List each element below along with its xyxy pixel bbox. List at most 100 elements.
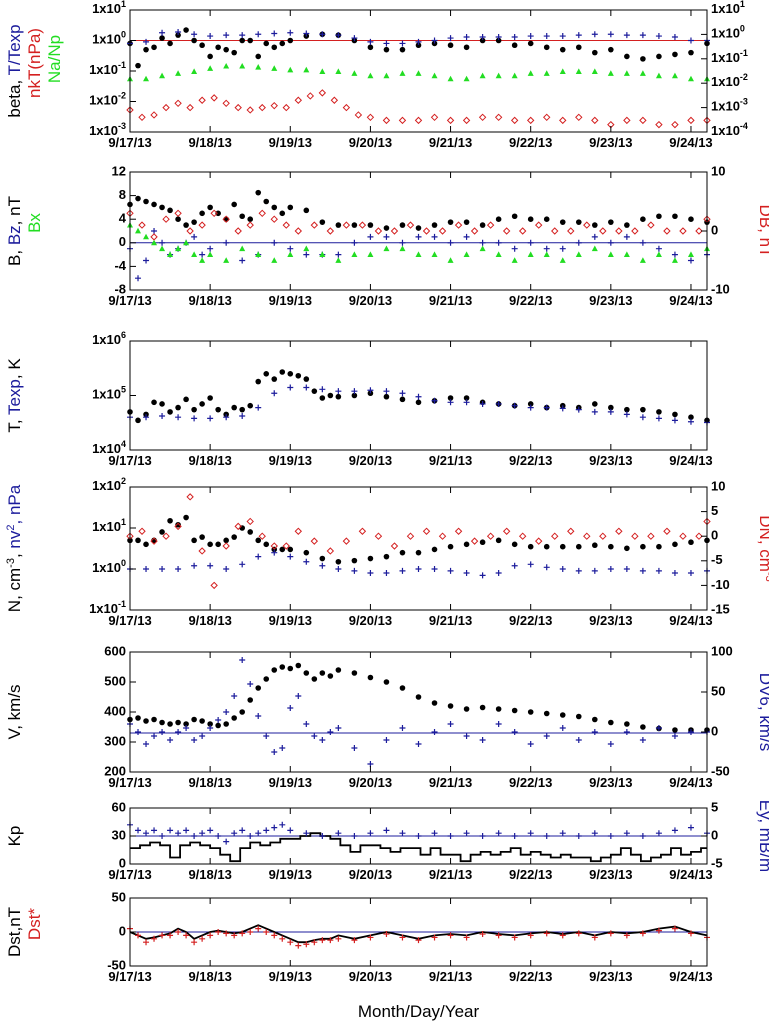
data-point (351, 557, 358, 564)
data-point (183, 27, 189, 33)
data-point (655, 927, 662, 934)
data-point (335, 566, 342, 572)
data-point (415, 694, 422, 700)
y-tick-label: 1x10-1 (89, 599, 126, 616)
data-point (695, 227, 703, 235)
data-point (511, 833, 518, 839)
data-point (263, 371, 270, 377)
data-point (255, 925, 262, 932)
data-point (639, 414, 646, 421)
data-point (415, 38, 422, 45)
data-point (319, 670, 326, 676)
data-point (495, 34, 502, 41)
data-point (527, 216, 534, 222)
x-tick-label: 9/19/13 (269, 135, 312, 150)
data-point (143, 75, 150, 82)
data-point (383, 245, 390, 252)
data-point (215, 44, 221, 51)
data-point (559, 116, 567, 125)
data-point (559, 932, 566, 939)
data-point (207, 827, 214, 834)
data-point (326, 227, 335, 235)
data-point (431, 729, 438, 735)
data-point (367, 569, 374, 576)
data-point (222, 99, 230, 108)
y2-tick-label: 1x10-1 (711, 48, 748, 65)
panel-3: 9/17/13 9/18/13 9/19/13 9/20/13 9/21/13 9/22/… (5, 330, 713, 468)
data-point (383, 679, 390, 685)
data-point (175, 245, 182, 252)
data-point (688, 49, 694, 56)
data-point (583, 221, 591, 229)
data-point (559, 566, 566, 572)
data-point (159, 566, 166, 572)
data-point (247, 833, 254, 839)
data-point (159, 29, 166, 36)
data-point (310, 537, 319, 545)
series-black (127, 369, 710, 424)
data-point (175, 719, 181, 726)
data-point (687, 824, 694, 831)
data-point (222, 542, 230, 550)
data-point (287, 66, 294, 73)
data-point (239, 62, 246, 69)
data-point (639, 257, 646, 263)
data-point (255, 189, 262, 196)
data-point (543, 251, 550, 257)
data-point (247, 216, 254, 222)
data-point (335, 725, 342, 731)
data-point (623, 411, 630, 418)
data-point (135, 227, 142, 234)
data-point (239, 930, 246, 937)
data-point (672, 51, 678, 58)
data-point (543, 404, 550, 411)
data-point (447, 219, 454, 225)
data-point (191, 37, 197, 44)
data-point (207, 932, 214, 939)
data-point (234, 103, 242, 112)
data-point (383, 40, 390, 47)
data-point (282, 221, 290, 229)
data-point (543, 44, 550, 51)
data-point (463, 934, 470, 941)
data-point (479, 572, 486, 579)
y-tick-label: 1x10-1 (89, 60, 126, 77)
plot-frame (129, 486, 708, 611)
data-point (351, 392, 358, 399)
data-point (239, 406, 245, 413)
data-point (311, 676, 318, 682)
data-point (527, 932, 534, 939)
y2-tick-label: 1x10-2 (711, 73, 748, 90)
y2-tick-label: 1x101 (711, 0, 745, 16)
data-point (463, 219, 470, 225)
y-axis-label: Kp (5, 826, 24, 847)
data-point (495, 721, 502, 727)
data-point (167, 517, 173, 524)
data-point (623, 729, 630, 735)
data-point (303, 941, 310, 948)
data-point (623, 932, 630, 939)
data-point (679, 532, 687, 540)
data-point (463, 44, 470, 51)
y2-tick-label: 1x10-4 (711, 121, 748, 138)
data-point (655, 415, 662, 422)
data-point (271, 667, 278, 673)
x-tick-label: 9/17/13 (108, 867, 151, 882)
y-tick-label: 1x106 (92, 330, 126, 347)
data-point (559, 830, 566, 837)
data-point (639, 833, 646, 839)
data-point (671, 257, 678, 263)
data-point (624, 406, 630, 413)
data-point (222, 215, 230, 223)
data-point (138, 527, 146, 535)
data-point (671, 72, 678, 79)
data-point (167, 40, 173, 47)
data-point (231, 830, 238, 837)
data-point (199, 830, 206, 837)
data-point (640, 543, 646, 550)
data-point (191, 415, 198, 422)
data-point (151, 935, 158, 942)
data-point (258, 532, 266, 540)
data-point (198, 96, 206, 104)
